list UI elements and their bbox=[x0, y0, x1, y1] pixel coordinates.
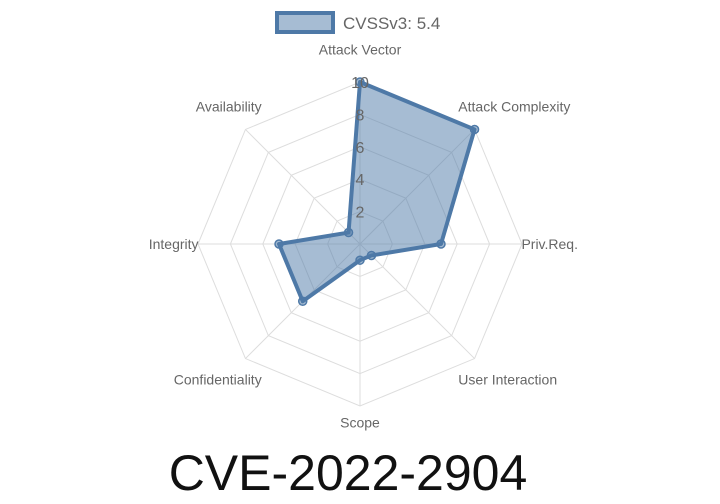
tick-label: 8 bbox=[356, 107, 365, 124]
axis-line bbox=[359, 243, 475, 359]
axis-label: Scope bbox=[340, 414, 380, 430]
tick-label: 2 bbox=[356, 205, 365, 222]
tick-labels: 2 4 6 8 10 bbox=[351, 75, 369, 222]
tick-label: 6 bbox=[356, 140, 365, 157]
data-point bbox=[343, 227, 354, 238]
data-point bbox=[355, 77, 365, 87]
axis-label: Priv.Req. bbox=[521, 236, 578, 252]
axis-line bbox=[245, 129, 361, 245]
axis-label: Availability bbox=[196, 99, 262, 115]
axis-label: Confidentiality bbox=[174, 371, 262, 387]
legend-label: CVSSv3: 5.4 bbox=[343, 14, 440, 33]
tick-label: 4 bbox=[356, 172, 365, 189]
series bbox=[274, 77, 480, 307]
data-point bbox=[297, 296, 308, 307]
axis-labels: Attack Vector Attack Complexity Priv.Req. U… bbox=[149, 42, 578, 431]
chart-title: CVE-2022-2904 bbox=[169, 445, 528, 501]
data-point bbox=[274, 239, 284, 249]
legend-swatch bbox=[275, 11, 335, 34]
data-point bbox=[469, 124, 480, 135]
tick-label: 10 bbox=[351, 75, 369, 92]
legend[interactable]: CVSSv3: 5.4 bbox=[275, 11, 440, 34]
axis-label: Integrity bbox=[149, 236, 199, 252]
axis-label: User Interaction bbox=[458, 371, 557, 387]
data-point bbox=[436, 239, 446, 249]
axis-label: Attack Vector bbox=[319, 42, 402, 58]
axis-label: Attack Complexity bbox=[458, 99, 570, 115]
data-point bbox=[355, 255, 365, 265]
data-point bbox=[366, 250, 377, 261]
